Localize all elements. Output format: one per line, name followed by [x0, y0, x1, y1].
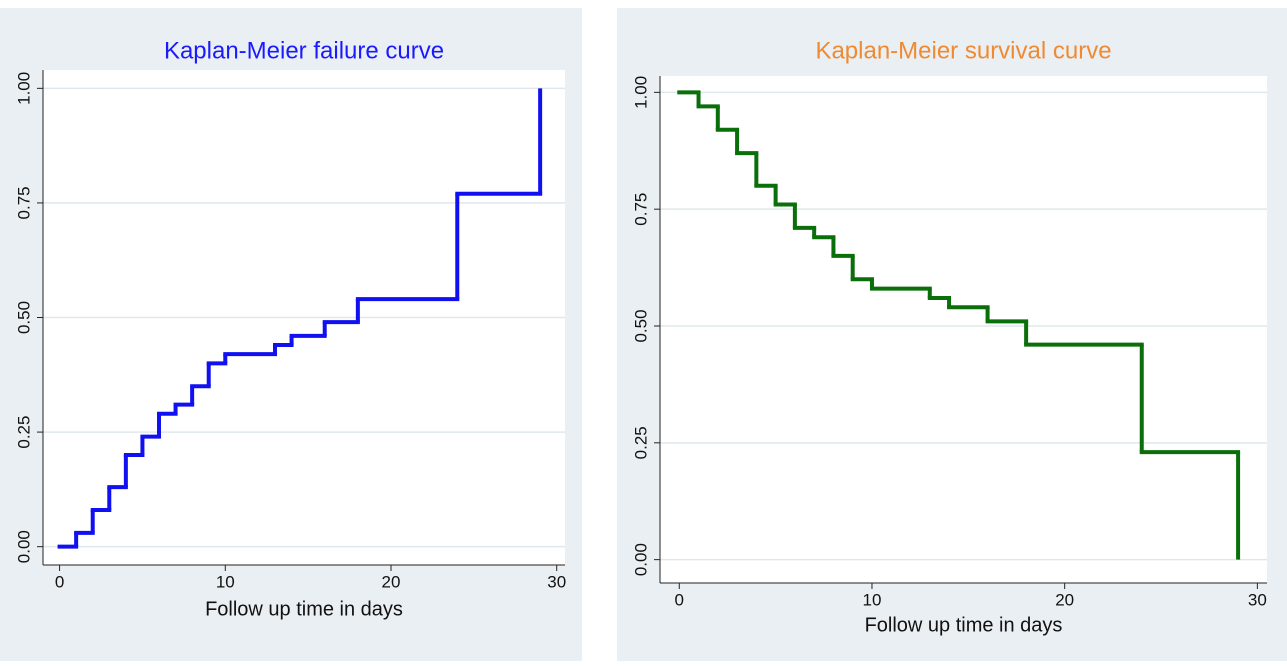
x-tick-label: 10 [863, 590, 882, 609]
step-curve [57, 88, 543, 549]
x-axis-label: Follow up time in days [205, 598, 403, 620]
plot-area [660, 76, 1267, 583]
y-tick-label: 0.50 [14, 301, 33, 334]
y-tick-label: 0.75 [631, 193, 650, 226]
chart-title: Kaplan-Meier survival curve [815, 37, 1111, 64]
x-tick-label: 30 [1248, 590, 1267, 609]
y-tick-label: 1.00 [14, 72, 33, 105]
y-tick-label: 1.00 [631, 76, 650, 109]
y-tick-label: 0.50 [631, 309, 650, 342]
x-axis-label: Follow up time in days [865, 614, 1063, 636]
x-tick-label: 20 [382, 572, 401, 591]
x-tick-label: 30 [547, 572, 566, 591]
x-tick-label: 0 [55, 572, 64, 591]
y-tick-label: 0.25 [631, 426, 650, 459]
step-curve [677, 90, 1241, 560]
chart-title: Kaplan-Meier failure curve [164, 37, 444, 64]
x-tick-label: 0 [675, 590, 684, 609]
x-tick-label: 20 [1055, 590, 1074, 609]
x-tick-label: 10 [216, 572, 235, 591]
y-tick-label: 0.75 [14, 186, 33, 219]
y-tick-label: 0.25 [14, 416, 33, 449]
y-tick-label: 0.00 [14, 530, 33, 563]
y-tick-label: 0.00 [631, 543, 650, 576]
